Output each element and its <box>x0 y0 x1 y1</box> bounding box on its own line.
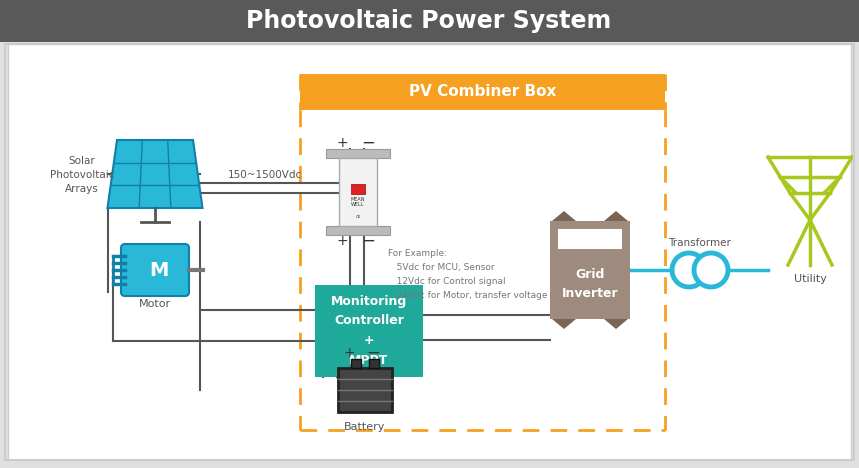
Text: For Example:
   5Vdc for MCU, Sensor
   12Vdc for Control signal
   24Vdc for Mo: For Example: 5Vdc for MCU, Sensor 12Vdc … <box>388 249 547 300</box>
Polygon shape <box>604 211 628 221</box>
Text: PV Combiner Box: PV Combiner Box <box>409 85 556 100</box>
Bar <box>351 184 365 194</box>
Text: +: + <box>336 234 348 248</box>
Text: MEAN
WELL: MEAN WELL <box>350 197 365 207</box>
Bar <box>315 285 423 377</box>
Bar <box>326 226 390 235</box>
Text: −: − <box>366 344 380 362</box>
Text: Grid
Inverter: Grid Inverter <box>562 268 618 300</box>
Bar <box>326 149 390 158</box>
Text: Photovoltaic Power System: Photovoltaic Power System <box>247 9 612 33</box>
Text: Transformer: Transformer <box>668 238 731 248</box>
Bar <box>550 221 630 319</box>
FancyBboxPatch shape <box>121 244 189 296</box>
Bar <box>0 0 859 42</box>
Polygon shape <box>552 319 576 329</box>
Text: CE: CE <box>356 215 361 219</box>
Polygon shape <box>107 140 203 208</box>
Bar <box>369 359 379 368</box>
Text: M: M <box>149 261 168 279</box>
Text: +: + <box>336 136 348 150</box>
Bar <box>5 44 854 460</box>
Bar <box>338 368 392 412</box>
Text: Monitoring
Controller
+
MPPT: Monitoring Controller + MPPT <box>331 294 407 367</box>
Bar <box>558 229 622 249</box>
Circle shape <box>694 253 728 287</box>
Bar <box>351 359 361 368</box>
Bar <box>300 74 665 110</box>
Text: −: − <box>361 232 375 250</box>
Text: Utility: Utility <box>794 274 826 284</box>
Text: −: − <box>361 134 375 152</box>
Text: Solar
Photovoltaic
Arrays: Solar Photovoltaic Arrays <box>50 156 114 194</box>
Text: Battery: Battery <box>344 422 386 432</box>
Polygon shape <box>552 211 576 221</box>
Text: +: + <box>344 346 355 360</box>
Bar <box>339 158 377 226</box>
Text: Motor: Motor <box>139 299 171 309</box>
Text: 150~1500Vdc: 150~1500Vdc <box>228 170 302 180</box>
Polygon shape <box>604 319 628 329</box>
Bar <box>8 44 851 460</box>
